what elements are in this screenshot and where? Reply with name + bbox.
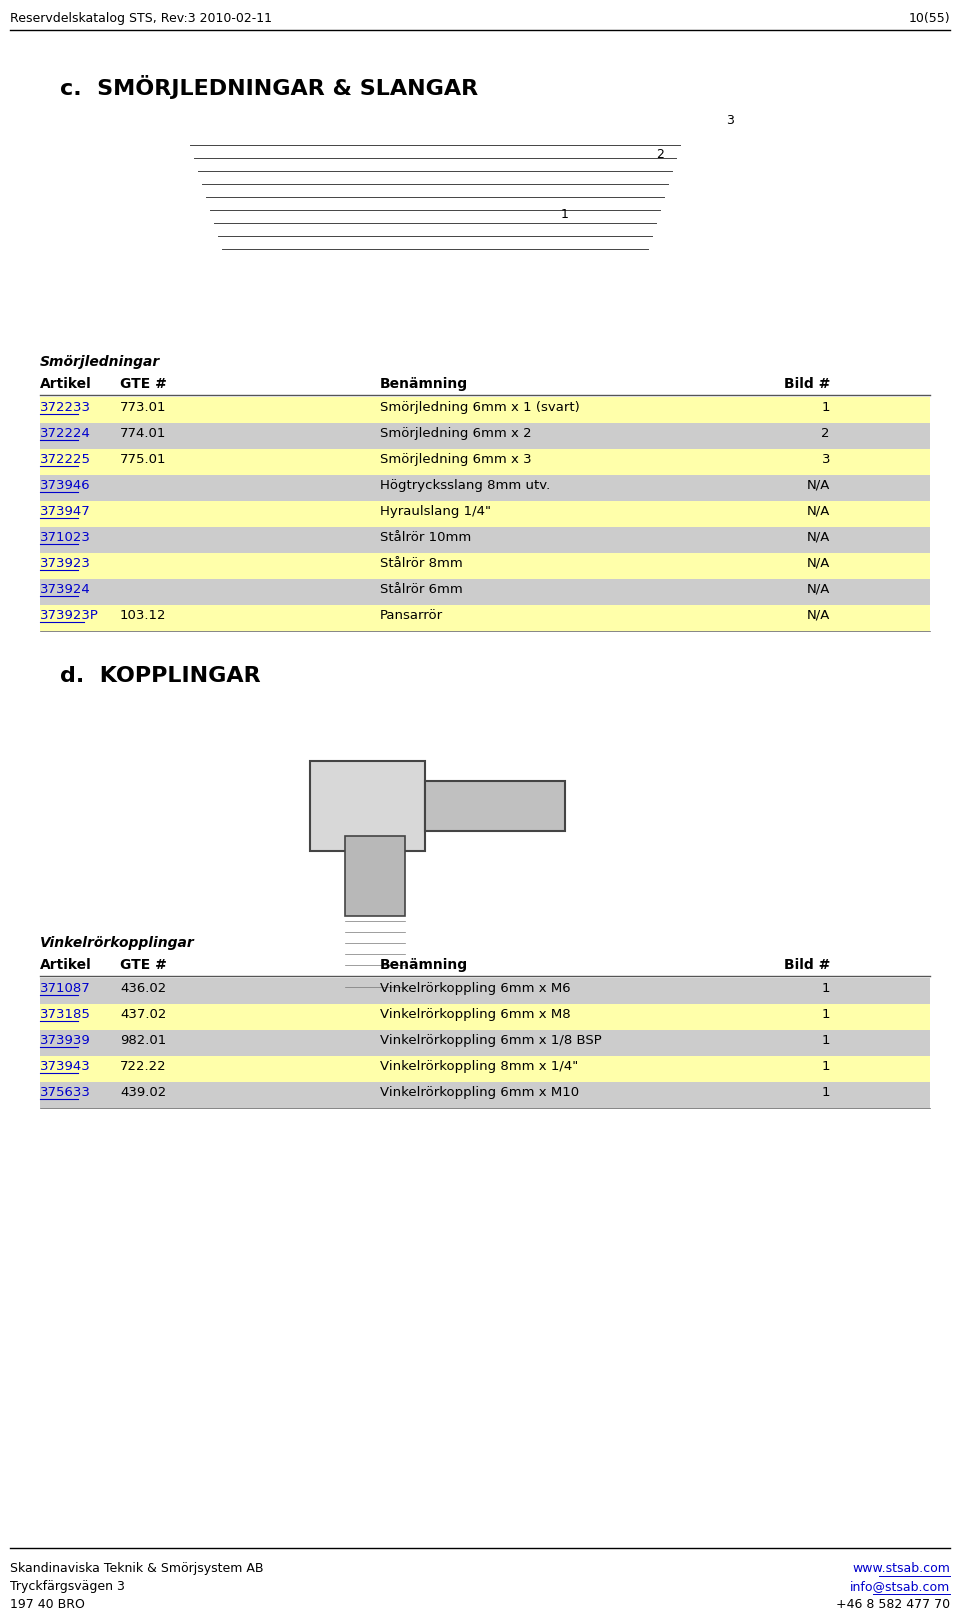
Text: Skandinaviska Teknik & Smörjsystem AB: Skandinaviska Teknik & Smörjsystem AB [10,1562,263,1575]
Bar [40,978,930,1004]
Text: 373946: 373946 [40,479,90,492]
Text: 982.01: 982.01 [120,1035,166,1047]
Bar [425,780,565,831]
Text: Benämning: Benämning [380,958,468,971]
Bar [40,1004,930,1030]
Text: 371023: 371023 [40,531,91,544]
Text: 373923: 373923 [40,557,91,570]
Text: 372233: 372233 [40,402,91,414]
Text: info@stsab.com: info@stsab.com [850,1580,950,1593]
Text: Smörjledning 6mm x 1 (svart): Smörjledning 6mm x 1 (svart) [380,402,580,414]
Text: 2: 2 [822,427,830,440]
Text: Hyraulslang 1/4": Hyraulslang 1/4" [380,505,491,518]
Text: 774.01: 774.01 [120,427,166,440]
Text: N/A: N/A [806,531,830,544]
Bar [40,1081,930,1107]
Text: Vinkelrörkoppling 6mm x 1/8 BSP: Vinkelrörkoppling 6mm x 1/8 BSP [380,1035,602,1047]
Text: 3: 3 [726,113,734,126]
Bar [40,1030,930,1056]
Text: 373943: 373943 [40,1060,91,1073]
Text: 2: 2 [656,149,664,162]
Text: Stålrör 10mm: Stålrör 10mm [380,531,471,544]
Text: www.stsab.com: www.stsab.com [852,1562,950,1575]
Text: Stålrör 6mm: Stålrör 6mm [380,583,463,596]
Bar [40,554,930,580]
Text: N/A: N/A [806,557,830,570]
Text: 373939: 373939 [40,1035,91,1047]
Text: Stålrör 8mm: Stålrör 8mm [380,557,463,570]
Text: 197 40 BRO: 197 40 BRO [10,1598,84,1611]
Text: GTE #: GTE # [120,958,167,971]
Text: Vinkelrörkoppling 6mm x M6: Vinkelrörkoppling 6mm x M6 [380,983,570,996]
Text: 371087: 371087 [40,983,91,996]
Text: 372225: 372225 [40,453,91,466]
Text: Artikel: Artikel [40,958,92,971]
Text: N/A: N/A [806,505,830,518]
Text: Smörjledning 6mm x 2: Smörjledning 6mm x 2 [380,427,532,440]
Text: Vinkelrörkopplingar: Vinkelrörkopplingar [40,936,195,950]
Text: N/A: N/A [806,583,830,596]
Text: Reservdelskatalog STS, Rev:3 2010-02-11: Reservdelskatalog STS, Rev:3 2010-02-11 [10,11,272,24]
Text: 722.22: 722.22 [120,1060,167,1073]
Bar [40,528,930,554]
Text: Högtrycksslang 8mm utv.: Högtrycksslang 8mm utv. [380,479,550,492]
Text: 373923P: 373923P [40,609,99,622]
Bar [40,1056,930,1081]
Bar [40,500,930,528]
Text: Bild #: Bild # [783,958,830,971]
Text: 1: 1 [822,402,830,414]
Text: 103.12: 103.12 [120,609,166,622]
Bar [40,606,930,631]
Text: 10(55): 10(55) [908,11,950,24]
Text: 3: 3 [822,453,830,466]
Text: 1: 1 [822,1009,830,1022]
Text: Bild #: Bild # [783,377,830,392]
Text: 373185: 373185 [40,1009,91,1022]
Text: 437.02: 437.02 [120,1009,166,1022]
Bar [345,835,405,916]
Text: 775.01: 775.01 [120,453,166,466]
Text: 1: 1 [822,1086,830,1099]
Text: Smörjledningar: Smörjledningar [40,355,160,369]
Text: GTE #: GTE # [120,377,167,392]
Bar [40,423,930,448]
Text: 1: 1 [561,209,569,222]
Text: +46 8 582 477 70: +46 8 582 477 70 [836,1598,950,1611]
Text: Pansarrör: Pansarrör [380,609,444,622]
Bar [40,580,930,606]
Text: Smörjledning 6mm x 3: Smörjledning 6mm x 3 [380,453,532,466]
Text: 439.02: 439.02 [120,1086,166,1099]
Text: Vinkelrörkoppling 8mm x 1/4": Vinkelrörkoppling 8mm x 1/4" [380,1060,578,1073]
Text: 372224: 372224 [40,427,91,440]
Text: 773.01: 773.01 [120,402,166,414]
Bar [40,448,930,474]
Text: Artikel: Artikel [40,377,92,392]
Text: 373947: 373947 [40,505,91,518]
Bar [310,761,425,852]
Text: 1: 1 [822,1035,830,1047]
Text: 1: 1 [822,983,830,996]
Text: 375633: 375633 [40,1086,91,1099]
Text: 373924: 373924 [40,583,91,596]
Bar [40,474,930,500]
Text: Tryckfärgsvägen 3: Tryckfärgsvägen 3 [10,1580,125,1593]
Bar [40,397,930,423]
Text: Vinkelrörkoppling 6mm x M10: Vinkelrörkoppling 6mm x M10 [380,1086,579,1099]
Text: Vinkelrörkoppling 6mm x M8: Vinkelrörkoppling 6mm x M8 [380,1009,570,1022]
Text: d.  KOPPLINGAR: d. KOPPLINGAR [60,665,260,686]
Text: c.  SMÖRJLEDNINGAR & SLANGAR: c. SMÖRJLEDNINGAR & SLANGAR [60,74,478,99]
Text: Benämning: Benämning [380,377,468,392]
Text: 1: 1 [822,1060,830,1073]
Text: N/A: N/A [806,479,830,492]
Text: N/A: N/A [806,609,830,622]
Text: 436.02: 436.02 [120,983,166,996]
